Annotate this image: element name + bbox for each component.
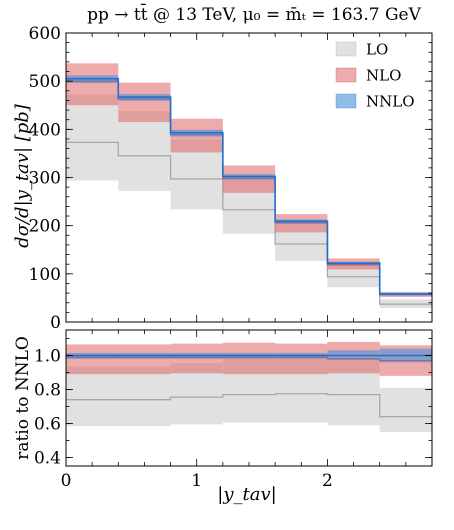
main-lo-band-bin-5 — [327, 264, 380, 288]
legend: LO NLO NNLO — [335, 41, 415, 111]
main-y-tick-label-300: 300 — [29, 169, 61, 189]
main-nlo-band-bin-1 — [118, 82, 171, 123]
ratio-y-axis-title: ratio to NNLO — [13, 336, 33, 460]
legend-swatch-nnlo — [335, 93, 357, 109]
chart-title: pp → tt̄ @ 13 TeV, μ₀ = m̄ₜ = 163.7 GeV — [87, 2, 422, 25]
main-lo-central-line — [66, 141, 432, 305]
ratio-lo-band-bin-0 — [66, 366, 119, 427]
ratio-lo-band-bin-1 — [118, 366, 171, 427]
ratio-y-tick-label-0.8: 0.8 — [34, 381, 61, 401]
legend-label-lo: LO — [366, 41, 388, 59]
main-y-tick-label-400: 400 — [29, 120, 61, 140]
ratio-y-tick-label-1: 1.0 — [34, 347, 61, 367]
x-tick-label-1: 1 — [191, 471, 202, 491]
ratio-nlo-band-bin-0 — [66, 344, 119, 375]
main-y-tick-label-0: 0 — [50, 313, 61, 333]
main-lo-band-bin-1 — [118, 111, 171, 191]
main-nlo-band-bin-0 — [66, 63, 119, 106]
ratio-lo-central-line — [66, 393, 432, 418]
x-tick-label-0: 0 — [61, 471, 72, 491]
legend-swatch-lo — [335, 41, 357, 57]
main-y-tick-label-100: 100 — [29, 265, 61, 285]
legend-swatch-nlo — [335, 67, 357, 83]
legend-label-nnlo: NNLO — [366, 93, 415, 111]
legend-label-nlo: NLO — [366, 67, 401, 85]
ratio-y-tick-label-0.6: 0.6 — [34, 415, 61, 435]
ratio-nlo-band-bin-1 — [118, 344, 171, 375]
main-y-tick-label-500: 500 — [29, 72, 61, 92]
main-y-tick-label-600: 600 — [29, 24, 61, 44]
ratio-lo-band-bin-6 — [379, 387, 432, 432]
ratio-y-tick-label-0.4: 0.4 — [34, 449, 61, 469]
main-y-tick-label-200: 200 — [29, 217, 61, 237]
x-axis-title: |y_tav| — [217, 484, 276, 505]
y-axis-title: dσ/d|y_tav| [pb] — [12, 103, 33, 248]
x-tick-label-2: 2 — [322, 471, 333, 491]
main-lo-band-bin-0 — [66, 94, 119, 181]
main-nnlo-central-line — [66, 77, 432, 295]
main-panel: 0 100 200 300 400 500 600 — [29, 24, 433, 333]
ratio-panel: 0.4 0.6 0.8 1.0 0 1 2 — [34, 329, 433, 491]
